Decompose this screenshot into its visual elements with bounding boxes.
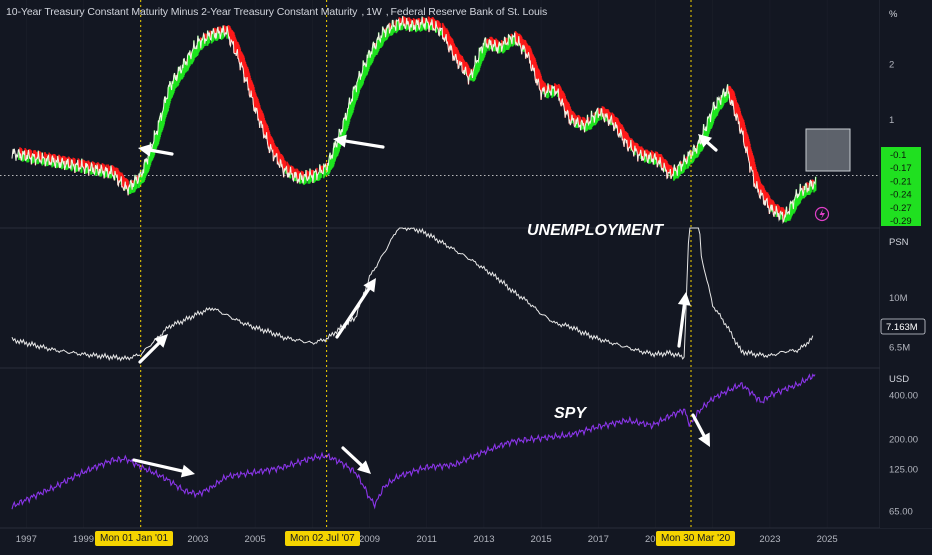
arrow-head: [138, 143, 152, 157]
lightning-bolt-glyph: [819, 209, 825, 219]
spread-last-value: -0.27: [890, 203, 912, 214]
spy-annotation-label: SPY: [554, 405, 587, 422]
time-tick-label: 2019: [645, 534, 666, 545]
arrow-head: [333, 134, 347, 148]
annotation-arrow: [677, 292, 691, 348]
spy-unit-label: USD: [889, 374, 909, 385]
chart-title-interval: 1W: [366, 6, 382, 18]
annotation-arrow: [132, 458, 195, 478]
time-tick-label: 2013: [473, 534, 494, 545]
annotation-arrow: [138, 143, 174, 157]
spread-last-value: -0.21: [890, 176, 912, 187]
spread-pane[interactable]: [0, 16, 880, 224]
spread-tick-label: 2: [889, 59, 894, 70]
spy-tick-label: 125.00: [889, 465, 918, 476]
arrow-head: [677, 292, 691, 306]
unemployment-pane[interactable]: UNEMPLOYMENT: [11, 222, 814, 362]
unemployment-tick-label: 10M: [889, 293, 908, 304]
chart-title[interactable]: 10-Year Treasury Constant Maturity Minus…: [6, 6, 548, 18]
unemployment-series-line[interactable]: [11, 227, 814, 362]
arrow-shaft: [335, 287, 371, 339]
annotation-arrow: [333, 134, 385, 149]
date-marker-label-2001: Mon 01 Jan '01: [95, 531, 174, 546]
arrow-head: [363, 278, 376, 293]
spread-series-line[interactable]: [11, 16, 817, 224]
annotation-arrows: [132, 134, 718, 478]
annotation-arrow: [138, 334, 168, 364]
time-tick-label: 1999: [73, 534, 94, 545]
price-axis-background: [880, 0, 932, 528]
time-tick-label: 2015: [531, 534, 552, 545]
date-marker-label-2020: Mon 30 Mar '20: [656, 531, 736, 546]
arrow-head: [154, 334, 168, 348]
chart-title-source: Federal Reserve Bank of St. Louis: [390, 6, 548, 18]
spy-tick-label: 400.00: [889, 390, 918, 401]
spread-last-value: -0.29: [890, 216, 912, 227]
spy-tick-label: 65.00: [889, 506, 913, 517]
lightning-icon[interactable]: [814, 206, 830, 222]
arrow-shaft: [677, 303, 686, 348]
time-tick-label: 2005: [245, 534, 266, 545]
spy-pane[interactable]: SPY: [11, 373, 816, 510]
annotation-arrow: [335, 278, 376, 339]
time-tick-label: 2023: [759, 534, 780, 545]
time-tick-label: 1997: [16, 534, 37, 545]
arrow-shaft: [344, 139, 385, 149]
time-tick-label: 2017: [588, 534, 609, 545]
arrow-shaft: [132, 458, 184, 473]
time-tick-label: 2011: [417, 534, 437, 545]
arrow-shaft: [341, 446, 364, 467]
spy-tick-label: 200.00: [889, 435, 918, 446]
spread-unit-label: %: [889, 9, 898, 20]
price-axes[interactable]: %210-0.1-0.17-0.21-0.24-0.27-0.29PSN10M8…: [880, 0, 932, 528]
annotation-arrow: [691, 413, 710, 447]
arrow-shaft: [149, 148, 174, 156]
time-tick-label: 2009: [359, 534, 380, 545]
arrow-shaft: [691, 413, 706, 438]
arrow-head: [698, 134, 713, 148]
spread-tick-label: 1: [889, 115, 894, 126]
spread-last-value: -0.24: [890, 190, 912, 201]
selection-box[interactable]: [805, 128, 851, 172]
time-tick-label: 2003: [187, 534, 208, 545]
unemployment-unit-label: PSN: [889, 237, 909, 248]
chart-title-symbol: 10-Year Treasury Constant Maturity Minus…: [6, 6, 358, 18]
spy-series-line[interactable]: [11, 373, 816, 510]
unemployment-tick-label: 6.5M: [889, 342, 910, 353]
annotation-arrow: [698, 134, 718, 152]
arrow-head: [698, 432, 710, 447]
annotation-arrow: [341, 446, 371, 474]
spread-last-value: -0.17: [890, 163, 912, 174]
time-tick-label: 2025: [817, 534, 838, 545]
arrow-shaft: [138, 341, 161, 364]
spread-last-value: -0.1: [890, 150, 906, 161]
unemployment-annotation-label: UNEMPLOYMENT: [527, 222, 664, 239]
unemployment-last-value-tag: [880, 318, 926, 335]
unemployment-last-value: 7.163M: [886, 322, 918, 333]
arrow-head: [180, 464, 195, 478]
spread-last-value-tag: [881, 147, 921, 226]
arrow-shaft: [706, 141, 718, 152]
date-marker-label-2007: Mon 02 Jul '07: [285, 531, 360, 546]
arrow-head: [357, 460, 371, 474]
date-marker-lines: [140, 0, 692, 528]
